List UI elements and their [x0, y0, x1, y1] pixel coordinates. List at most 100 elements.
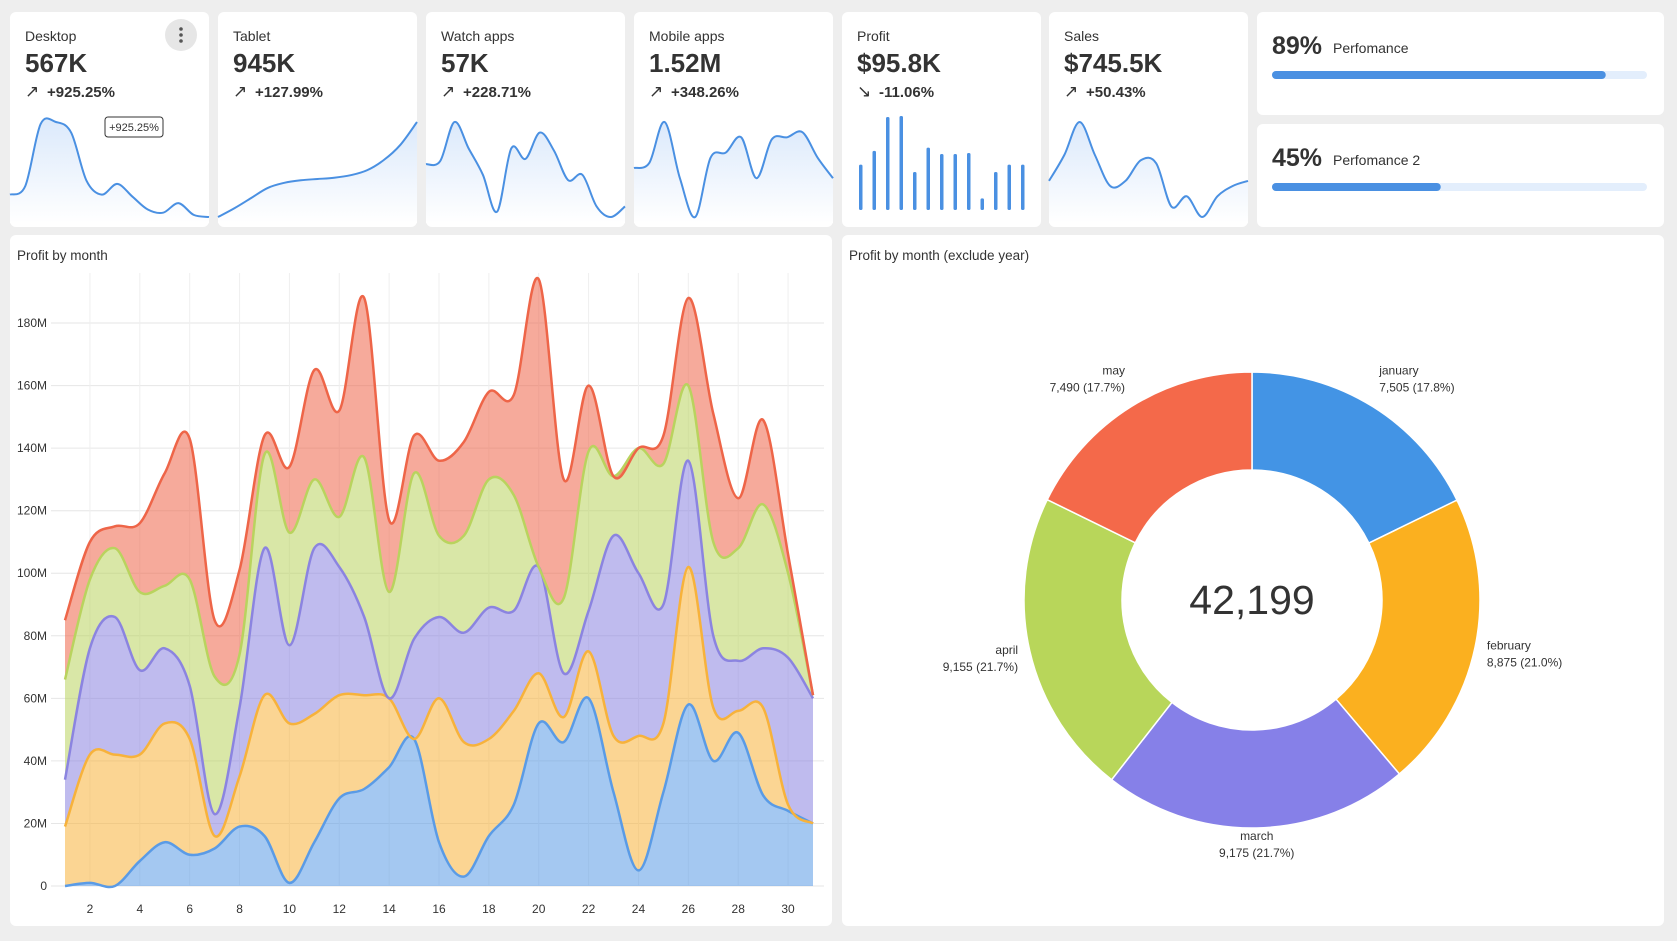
kpi-change: +50.43% — [1086, 84, 1146, 101]
sparkline-area — [10, 118, 209, 223]
kpi-label: Profit — [857, 28, 890, 44]
kpi-card: Tablet 945K ↗ +127.99% — [217, 12, 418, 227]
spark-bar — [1007, 164, 1011, 210]
card-background — [842, 12, 1041, 227]
slice-label: march — [1240, 829, 1273, 843]
kpi-change: +925.25% — [47, 84, 115, 101]
kpi-value: 945K — [233, 48, 295, 78]
x-tick-label: 24 — [632, 902, 646, 916]
y-tick-label: 20M — [24, 816, 47, 830]
spark-bar — [886, 117, 890, 210]
more-dot — [179, 27, 183, 31]
area-line — [63, 565, 814, 838]
kpi-value: $95.8K — [857, 48, 941, 78]
kpi-change: -11.06% — [879, 84, 934, 101]
x-tick-label: 22 — [582, 902, 596, 916]
spark-bar — [872, 150, 876, 210]
kpi-label: Tablet — [233, 28, 270, 44]
kpi-arrow: ↘ — [857, 82, 871, 101]
area — [65, 384, 813, 815]
tooltip-box — [104, 116, 164, 138]
x-tick-label: 28 — [732, 902, 746, 916]
spark-bar — [859, 164, 863, 210]
kpi-label: Mobile apps — [649, 28, 725, 44]
x-tick-label: 18 — [482, 902, 496, 916]
x-tick-label: 16 — [432, 902, 446, 916]
donut-slice — [1110, 698, 1401, 829]
area-line — [63, 459, 815, 816]
x-tick-label: 30 — [781, 902, 795, 916]
slice-label: january — [1378, 363, 1418, 377]
slice-label: may — [1102, 363, 1125, 377]
donut-slice — [1334, 499, 1481, 776]
y-tick-label: 120M — [17, 504, 47, 518]
spark-bar — [899, 116, 903, 210]
sparkline-area — [218, 122, 417, 223]
x-tick-label: 4 — [136, 902, 143, 916]
more-button[interactable] — [165, 19, 197, 51]
spark-bar — [913, 171, 917, 210]
x-tick-label: 6 — [186, 902, 193, 916]
progress-label: Perfomance — [1333, 40, 1409, 56]
kpi-card: Desktop 567K ↗ +925.25% +925.25% — [9, 12, 210, 227]
kpi-card: Profit $95.8K ↘ -11.06% — [842, 12, 1041, 227]
sparkline — [217, 121, 418, 218]
slice-value: 7,490 (17.7%) — [1050, 380, 1125, 394]
area — [65, 697, 813, 888]
chart-title: Profit by month — [17, 248, 108, 263]
y-tick-label: 100M — [17, 566, 47, 580]
slice-value: 7,505 (17.8%) — [1379, 380, 1454, 394]
sparkline — [9, 117, 210, 218]
kpi-change: +348.26% — [671, 84, 739, 101]
more-dot — [179, 33, 183, 37]
spark-bar — [926, 147, 930, 210]
kpi-arrow: ↗ — [233, 82, 247, 101]
kpi-arrow: ↗ — [1064, 82, 1078, 101]
area-line — [63, 276, 815, 696]
slice-value: 9,155 (21.7%) — [943, 660, 1018, 674]
kpi-card: Watch apps 57K ↗ +228.71% — [425, 12, 626, 227]
sparkline-area — [634, 121, 833, 223]
y-tick-label: 80M — [24, 629, 47, 643]
donut-center-label: 42,199 — [1189, 577, 1314, 623]
card-background — [842, 235, 1664, 926]
sparkline — [425, 120, 626, 219]
x-tick-label: 20 — [532, 902, 546, 916]
kpi-value: $745.5K — [1064, 48, 1163, 78]
area — [65, 278, 813, 696]
sparkline — [633, 120, 834, 219]
card-background — [1257, 12, 1664, 115]
spark-bar — [967, 152, 971, 210]
kpi-value: 1.52M — [649, 48, 721, 78]
y-tick-label: 180M — [17, 316, 47, 330]
progress-bar — [1272, 71, 1606, 79]
sparkline-area — [426, 121, 625, 223]
kpi-arrow: ↗ — [25, 82, 39, 101]
spark-bar — [980, 198, 984, 210]
kpi-arrow: ↗ — [441, 82, 455, 101]
kpi-card: Sales $745.5K ↗ +50.43% — [1048, 12, 1249, 227]
y-tick-label: 140M — [17, 441, 47, 455]
progress-label: Perfomance 2 — [1333, 152, 1420, 168]
kpi-change: +228.71% — [463, 84, 531, 101]
kpi-change: +127.99% — [255, 84, 323, 101]
y-tick-label: 60M — [24, 691, 47, 705]
donut-slice — [1023, 498, 1174, 781]
slice-value: 8,875 (21.0%) — [1487, 655, 1562, 669]
x-tick-label: 10 — [283, 902, 297, 916]
kpi-label: Sales — [1064, 28, 1099, 44]
area-line — [63, 383, 815, 696]
tooltip-text: +925.25% — [109, 122, 159, 134]
y-tick-label: 40M — [24, 754, 47, 768]
kpi-value: 57K — [441, 48, 489, 78]
kpi-arrow: ↗ — [649, 82, 663, 101]
x-tick-label: 26 — [682, 902, 696, 916]
area-line — [64, 696, 814, 889]
spark-bar — [940, 154, 944, 210]
sparkline — [1048, 120, 1249, 219]
donut-slice — [1046, 371, 1253, 544]
kpi-label: Watch apps — [441, 28, 514, 44]
slice-label: april — [995, 643, 1018, 657]
